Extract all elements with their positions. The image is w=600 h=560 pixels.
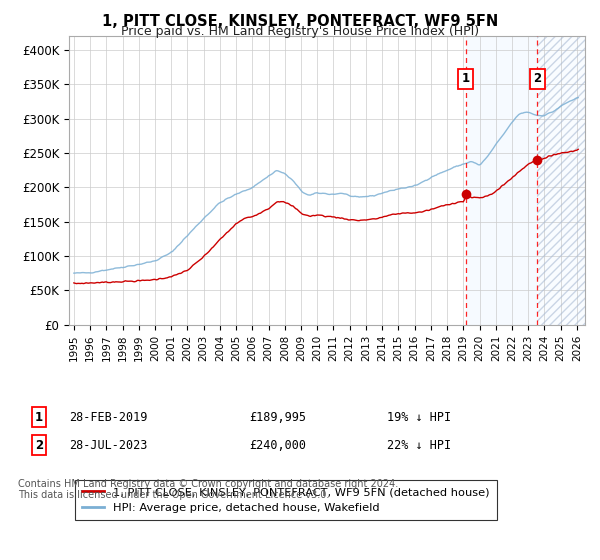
Text: 2: 2	[35, 438, 43, 452]
Text: Price paid vs. HM Land Registry's House Price Index (HPI): Price paid vs. HM Land Registry's House …	[121, 25, 479, 38]
Bar	[537, 36, 585, 325]
Text: £240,000: £240,000	[249, 438, 306, 452]
Text: £189,995: £189,995	[249, 410, 306, 424]
Text: Contains HM Land Registry data © Crown copyright and database right 2024.
This d: Contains HM Land Registry data © Crown c…	[18, 479, 398, 501]
Text: 22% ↓ HPI: 22% ↓ HPI	[387, 438, 451, 452]
Text: 2: 2	[533, 72, 541, 86]
Text: 1: 1	[35, 410, 43, 424]
Text: 19% ↓ HPI: 19% ↓ HPI	[387, 410, 451, 424]
Bar	[537, 36, 585, 325]
Text: 28-FEB-2019: 28-FEB-2019	[69, 410, 148, 424]
Text: 28-JUL-2023: 28-JUL-2023	[69, 438, 148, 452]
Legend: 1, PITT CLOSE, KINSLEY, PONTEFRACT, WF9 5FN (detached house), HPI: Average price: 1, PITT CLOSE, KINSLEY, PONTEFRACT, WF9 …	[74, 480, 497, 520]
Bar	[466, 36, 537, 325]
Text: 1, PITT CLOSE, KINSLEY, PONTEFRACT, WF9 5FN: 1, PITT CLOSE, KINSLEY, PONTEFRACT, WF9 …	[102, 14, 498, 29]
Text: 1: 1	[461, 72, 470, 86]
